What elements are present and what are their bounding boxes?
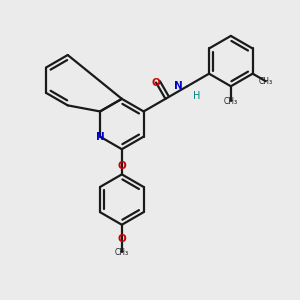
Text: CH₃: CH₃ <box>115 248 129 257</box>
Text: CH₃: CH₃ <box>224 97 238 106</box>
Text: H: H <box>193 91 200 101</box>
Text: N: N <box>96 132 104 142</box>
Text: O: O <box>118 160 126 171</box>
Text: CH₃: CH₃ <box>259 77 273 86</box>
Text: O: O <box>118 234 126 244</box>
Text: O: O <box>152 77 160 88</box>
Text: N: N <box>174 81 183 91</box>
